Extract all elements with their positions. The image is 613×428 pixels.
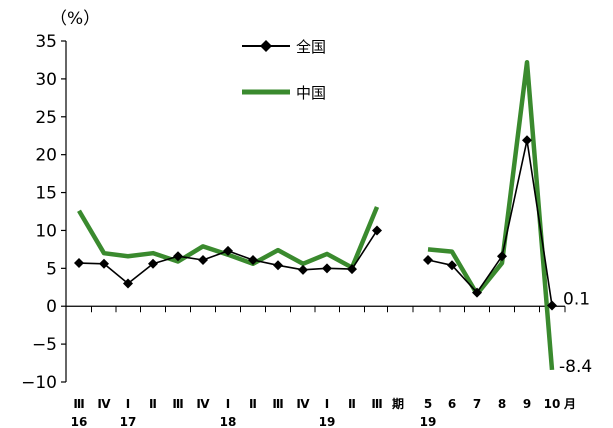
x-tick-label: Ⅱ bbox=[348, 397, 356, 411]
legend-label-national: 全国 bbox=[296, 38, 326, 56]
y-axis: 35 30 25 20 15 10 5 0 −5 −10 bbox=[21, 32, 67, 393]
x-tick-label: 6 bbox=[448, 397, 456, 411]
x-tick-label: Ⅳ bbox=[296, 397, 310, 411]
x-tick-label: Ⅲ bbox=[272, 397, 283, 411]
x-tick-label: Ⅳ bbox=[196, 397, 210, 411]
data-point-national bbox=[123, 278, 133, 289]
x-year-label: 19 bbox=[420, 415, 437, 428]
data-point-national bbox=[198, 254, 208, 265]
x-tick-label: 月 bbox=[563, 397, 576, 411]
legend-label-china: 中国 bbox=[296, 84, 326, 102]
x-axis: Ⅲ Ⅳ Ⅰ Ⅱ Ⅲ Ⅳ Ⅰ Ⅱ Ⅲ Ⅳ Ⅰ Ⅱ Ⅲ 期 5 6 7 8 9 10 月16 17 18 19 19 bbox=[65, 305, 576, 428]
x-tick-label: Ⅱ bbox=[249, 397, 257, 411]
y-tick-label: 10 bbox=[35, 221, 57, 241]
x-year-label: 19 bbox=[319, 415, 336, 428]
y-tick-label: 30 bbox=[35, 70, 57, 90]
x-tick-label: Ⅲ bbox=[371, 397, 382, 411]
legend: 全国 中国 bbox=[242, 38, 326, 102]
x-tick-label: Ⅲ bbox=[172, 397, 183, 411]
series-lines bbox=[74, 59, 557, 371]
data-point-national bbox=[372, 225, 382, 236]
y-tick-label: 15 bbox=[35, 184, 57, 204]
x-tick-label: Ⅰ bbox=[226, 397, 230, 411]
data-point-national bbox=[472, 287, 482, 298]
y-tick-label: 25 bbox=[35, 108, 57, 128]
x-tick-label: 5 bbox=[424, 397, 432, 411]
data-point-national bbox=[447, 260, 457, 271]
data-point-national bbox=[298, 264, 308, 275]
data-point-national bbox=[273, 260, 283, 271]
data-point-national bbox=[74, 258, 84, 269]
x-tick-label: Ⅳ bbox=[97, 397, 111, 411]
end-labels: 0.1 -8.4 bbox=[559, 289, 592, 376]
x-tick-label: 7 bbox=[473, 397, 481, 411]
y-tick-label: −5 bbox=[32, 335, 57, 355]
data-point-national bbox=[248, 254, 258, 265]
end-label-national: 0.1 bbox=[563, 289, 590, 309]
data-point-national bbox=[322, 263, 332, 274]
x-tick-label: 8 bbox=[498, 397, 506, 411]
data-point-national bbox=[522, 135, 532, 146]
y-tick-label: 20 bbox=[35, 146, 57, 166]
series-line-china bbox=[77, 206, 380, 270]
y-axis-unit-label: （%） bbox=[50, 9, 100, 29]
data-point-national bbox=[423, 254, 433, 265]
data-point-national bbox=[497, 251, 507, 262]
legend-marker-national bbox=[260, 40, 272, 52]
end-label-china: -8.4 bbox=[559, 357, 592, 377]
x-tick-label: Ⅱ bbox=[149, 397, 157, 411]
x-tick-label: Ⅰ bbox=[325, 397, 329, 411]
data-point-national bbox=[99, 258, 109, 269]
x-year-label: 16 bbox=[71, 415, 88, 428]
y-tick-label: 5 bbox=[46, 259, 57, 279]
series-line-china bbox=[427, 59, 555, 371]
data-point-national bbox=[547, 300, 557, 311]
x-year-label: 17 bbox=[120, 415, 137, 428]
data-point-national bbox=[148, 258, 158, 269]
x-tick-label: Ⅲ bbox=[73, 397, 84, 411]
x-year-label: 18 bbox=[220, 415, 237, 428]
x-tick-label: Ⅰ bbox=[126, 397, 130, 411]
x-tick-label: 期 bbox=[392, 396, 404, 411]
x-tick-label: 9 bbox=[523, 397, 531, 411]
data-point-national bbox=[173, 251, 183, 262]
y-tick-label: 0 bbox=[46, 297, 57, 317]
data-point-national bbox=[223, 245, 233, 256]
y-tick-label: 35 bbox=[35, 32, 57, 52]
x-tick-label: 10 bbox=[544, 397, 561, 411]
y-tick-label: −10 bbox=[21, 373, 57, 393]
data-point-national bbox=[347, 264, 357, 275]
